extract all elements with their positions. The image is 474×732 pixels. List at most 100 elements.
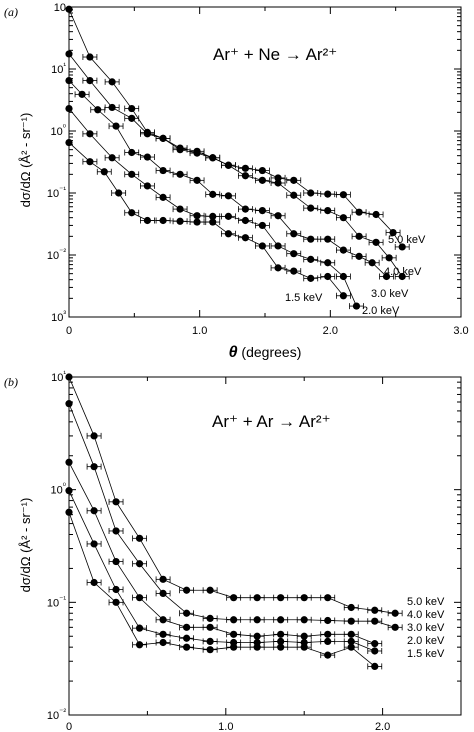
- data-point: [258, 176, 266, 184]
- data-point: [355, 252, 363, 260]
- data-point: [382, 272, 391, 281]
- reaction-label: Ar⁺ + Ar → Ar²⁺: [212, 412, 331, 431]
- data-point: [90, 507, 98, 515]
- data-point: [159, 638, 167, 647]
- data-point: [78, 90, 86, 98]
- data-point: [290, 191, 298, 199]
- data-point: [230, 594, 238, 602]
- data-point: [371, 662, 379, 670]
- data-point: [253, 616, 261, 624]
- series-label: 5.0 keV: [407, 596, 445, 608]
- data-point: [324, 630, 332, 638]
- data-point: [324, 616, 332, 625]
- data-point: [241, 216, 249, 225]
- data-point: [183, 634, 191, 642]
- data-point: [206, 614, 214, 623]
- data-point: [90, 432, 98, 440]
- series-1-5-kev: 1.5 keV: [65, 508, 445, 670]
- data-point: [112, 527, 120, 535]
- data-point: [274, 242, 282, 250]
- data-point: [385, 254, 393, 262]
- data-point: [372, 210, 380, 219]
- y-axis-label: dσ/dΩ (Å² - sr⁻¹): [18, 498, 33, 593]
- series-line: [68, 490, 375, 652]
- series-line: [68, 403, 396, 628]
- data-point: [108, 154, 116, 162]
- x-tick-label: 1.0: [218, 721, 233, 732]
- data-point: [86, 76, 94, 85]
- data-point: [128, 209, 136, 217]
- data-point: [135, 534, 144, 542]
- data-point: [324, 190, 332, 198]
- data-point: [65, 104, 73, 113]
- data-point: [253, 643, 261, 651]
- data-point: [224, 161, 233, 169]
- data-point: [159, 630, 167, 638]
- data-point: [176, 205, 184, 213]
- data-point: [209, 212, 217, 220]
- data-point: [324, 207, 332, 215]
- data-point: [90, 463, 98, 471]
- data-point: [307, 204, 315, 212]
- data-point: [274, 174, 282, 182]
- data-point: [368, 259, 376, 267]
- series-line: [68, 142, 344, 297]
- data-point: [206, 623, 214, 631]
- data-point: [128, 170, 136, 178]
- y-tick-label: 10: [54, 2, 66, 14]
- data-point: [224, 192, 233, 200]
- data-point: [159, 166, 167, 175]
- data-point: [300, 594, 308, 602]
- y-tick-label: 10¹: [51, 369, 66, 384]
- data-point: [347, 603, 355, 612]
- data-point: [135, 641, 144, 649]
- data-point: [135, 624, 144, 632]
- y-tick-label: 10⁻¹: [47, 185, 66, 200]
- data-point: [65, 487, 73, 495]
- data-point: [183, 643, 191, 651]
- x-tick-label: 0: [66, 325, 72, 337]
- data-point: [159, 193, 167, 201]
- data-point: [324, 235, 332, 243]
- data-point: [241, 205, 249, 213]
- x-tick-label: 2.0: [375, 721, 390, 732]
- data-point: [307, 274, 315, 282]
- data-point: [224, 212, 233, 220]
- x-tick-label: 0: [66, 721, 72, 732]
- y-tick-label: 10⁰: [51, 123, 66, 138]
- data-point: [115, 189, 123, 197]
- data-point: [128, 148, 136, 157]
- series-2-0-kev: 2.0 keV: [65, 104, 400, 317]
- data-point: [65, 50, 73, 58]
- data-point: [339, 214, 347, 222]
- data-point: [183, 623, 191, 631]
- data-point: [371, 606, 379, 614]
- data-point: [230, 643, 238, 651]
- data-point: [258, 166, 266, 175]
- data-point: [128, 114, 136, 122]
- data-point: [241, 234, 249, 242]
- data-point: [108, 78, 116, 86]
- data-point: [391, 609, 399, 617]
- series-3-0-kev: 3.0 keV: [65, 76, 409, 300]
- data-point: [398, 243, 406, 251]
- y-tick-label: 10¹: [51, 61, 66, 76]
- data-point: [135, 594, 144, 602]
- data-point: [90, 578, 98, 587]
- series-1-5-kev: 1.5 keV: [65, 138, 351, 304]
- data-point: [224, 230, 233, 238]
- data-point: [241, 164, 249, 172]
- data-point: [193, 149, 201, 157]
- series-line: [68, 512, 376, 667]
- data-point: [209, 218, 217, 226]
- series-5-0-kev: 5.0 keV: [65, 5, 426, 251]
- data-point: [206, 637, 214, 646]
- data-point: [159, 216, 167, 225]
- series-3-0-kev: 3.0 keV: [65, 458, 445, 648]
- series-label: 4.0 keV: [407, 609, 445, 621]
- data-point: [193, 218, 201, 226]
- data-point: [355, 208, 363, 216]
- panel-label: (b): [4, 375, 18, 389]
